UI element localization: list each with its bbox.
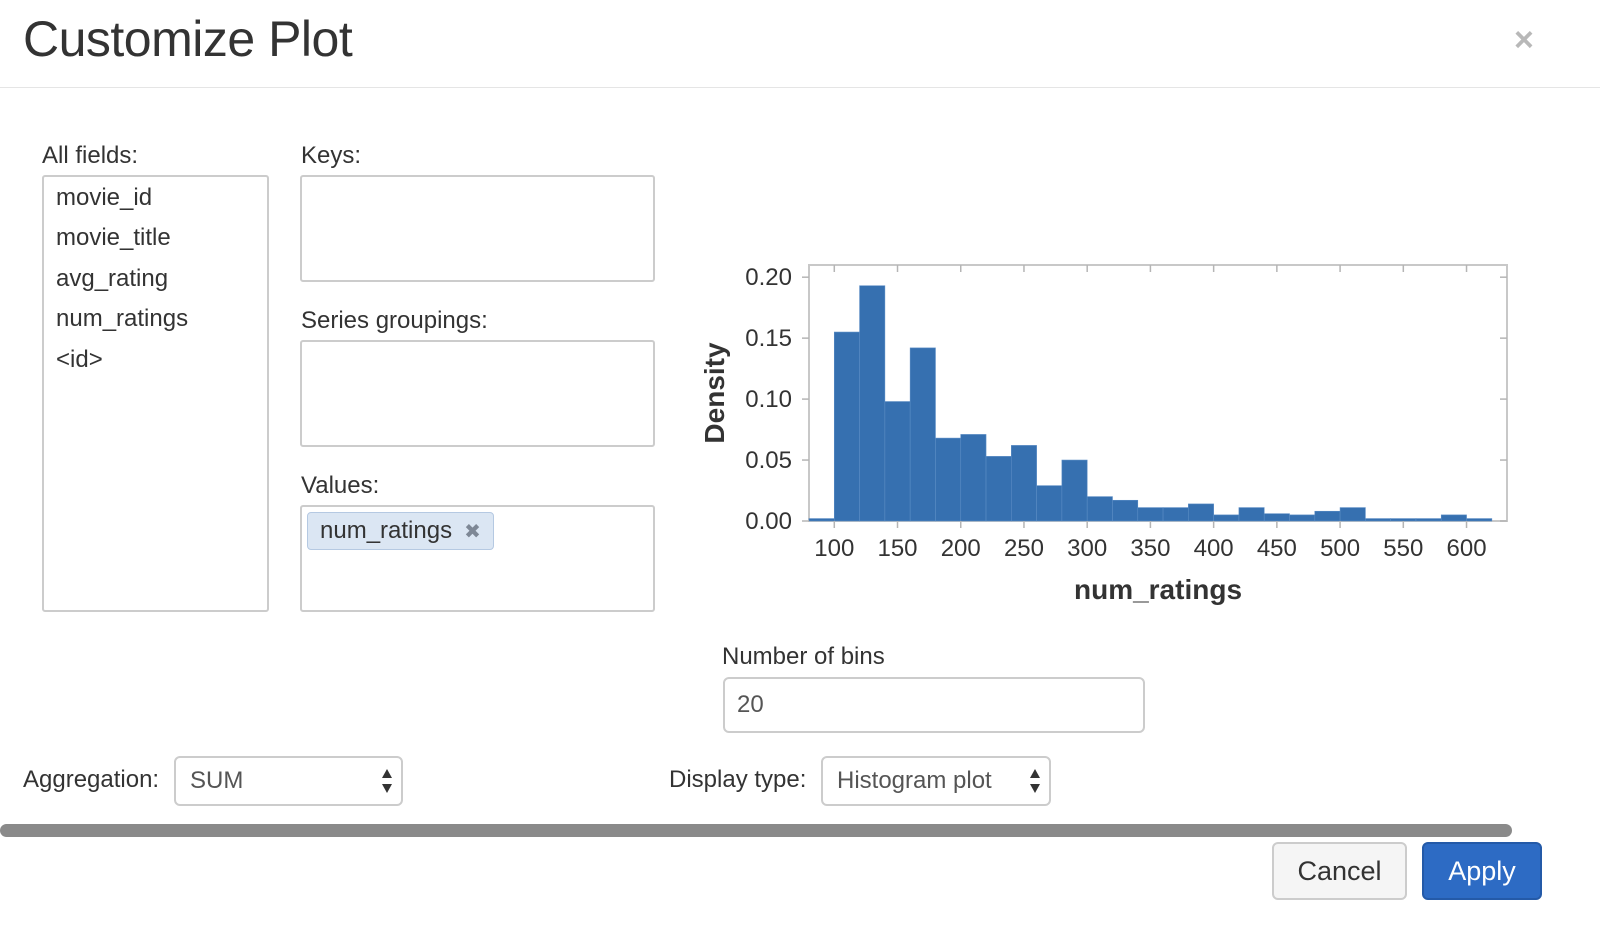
dialog-title: Customize Plot — [23, 11, 353, 67]
histogram-bar — [1339, 507, 1366, 522]
value-chip-label: num_ratings — [320, 517, 453, 544]
histogram-bar — [1086, 496, 1113, 522]
histogram-bar — [1263, 513, 1290, 522]
field-item-id[interactable]: <id> — [56, 346, 103, 373]
histogram-bar — [1289, 514, 1316, 522]
keys-dropzone[interactable] — [300, 175, 655, 282]
series-groupings-dropzone[interactable] — [300, 340, 655, 447]
histogram-bar — [1440, 514, 1467, 522]
y-axis-label: Density — [699, 342, 730, 444]
histogram-bar — [884, 401, 911, 522]
values-label: Values: — [301, 472, 380, 499]
x-tick-label: 250 — [1004, 535, 1044, 562]
histogram-bar — [1415, 518, 1442, 522]
y-tick-label: 0.10 — [745, 386, 792, 413]
histogram-chart: 100 150 200 250 300 350 400 450 500 550 600 0.00 0.0… — [699, 264, 1508, 605]
histogram-bar — [1061, 459, 1088, 522]
select-arrows-icon — [382, 769, 392, 793]
x-tick-label: 200 — [941, 535, 981, 562]
histogram-bar — [909, 347, 936, 522]
x-axis-label: num_ratings — [1074, 574, 1242, 605]
all-fields-list[interactable]: movie_id movie_title avg_rating num_rati… — [42, 175, 269, 612]
x-tick-label: 600 — [1447, 535, 1487, 562]
close-icon[interactable]: × — [1514, 21, 1534, 59]
bins-label: Number of bins — [722, 643, 885, 670]
histogram-bar — [1188, 503, 1214, 522]
histogram-bar — [985, 456, 1012, 522]
histogram-bar — [1112, 499, 1139, 522]
x-tick-label: 350 — [1130, 535, 1170, 562]
remove-chip-icon[interactable]: ✖ — [464, 520, 481, 543]
histogram-bar — [808, 518, 835, 522]
x-tick-label: 300 — [1067, 535, 1107, 562]
values-dropzone[interactable]: num_ratings ✖ — [300, 505, 655, 612]
y-tick-label: 0.00 — [745, 508, 792, 535]
x-tick-label: 100 — [814, 535, 854, 562]
bins-input[interactable]: 20 — [723, 677, 1145, 733]
x-tick-label: 500 — [1320, 535, 1360, 562]
cancel-button[interactable]: Cancel — [1272, 842, 1407, 900]
select-arrows-icon — [1030, 769, 1040, 793]
histogram-bar — [960, 434, 987, 522]
y-tick-label: 0.15 — [745, 325, 792, 352]
display-type-select[interactable]: Histogram plot — [821, 756, 1051, 806]
aggregation-label: Aggregation: — [23, 766, 160, 793]
field-item-avg-rating[interactable]: avg_rating — [56, 265, 169, 292]
aggregation-select[interactable]: SUM — [174, 756, 403, 806]
histogram-bar — [1011, 445, 1037, 522]
apply-button[interactable]: Apply — [1422, 842, 1542, 900]
histogram-bar — [1365, 518, 1391, 522]
y-tick-label: 0.20 — [745, 264, 792, 291]
histogram-bar — [1390, 518, 1417, 522]
histogram-bar — [935, 437, 962, 522]
keys-label: Keys: — [301, 142, 362, 169]
x-tick-label: 150 — [877, 535, 917, 562]
histogram-bar — [1466, 518, 1493, 522]
histogram-bar — [1213, 514, 1240, 522]
field-item-movie-title[interactable]: movie_title — [56, 224, 171, 251]
histogram-bar — [859, 285, 886, 522]
histogram-bar — [1162, 507, 1189, 522]
histogram-bar — [833, 331, 860, 522]
display-type-value: Histogram plot — [837, 767, 992, 794]
aggregation-value: SUM — [190, 767, 244, 794]
display-type-label: Display type: — [669, 766, 807, 793]
horizontal-scrollbar[interactable] — [0, 824, 1512, 837]
x-tick-label: 400 — [1194, 535, 1234, 562]
histogram-bar — [1238, 507, 1265, 522]
value-chip[interactable]: num_ratings ✖ — [307, 512, 494, 550]
field-item-movie-id[interactable]: movie_id — [56, 184, 153, 211]
series-groupings-label: Series groupings: — [301, 307, 488, 334]
y-tick-label: 0.05 — [745, 447, 792, 474]
histogram-bar — [1137, 507, 1164, 522]
histogram-bar — [1036, 485, 1063, 522]
histogram-bar — [1314, 510, 1341, 522]
x-tick-label: 550 — [1383, 535, 1423, 562]
x-tick-label: 450 — [1257, 535, 1297, 562]
all-fields-label: All fields: — [42, 142, 139, 169]
field-item-num-ratings[interactable]: num_ratings — [56, 305, 189, 332]
header-divider — [0, 87, 1600, 88]
